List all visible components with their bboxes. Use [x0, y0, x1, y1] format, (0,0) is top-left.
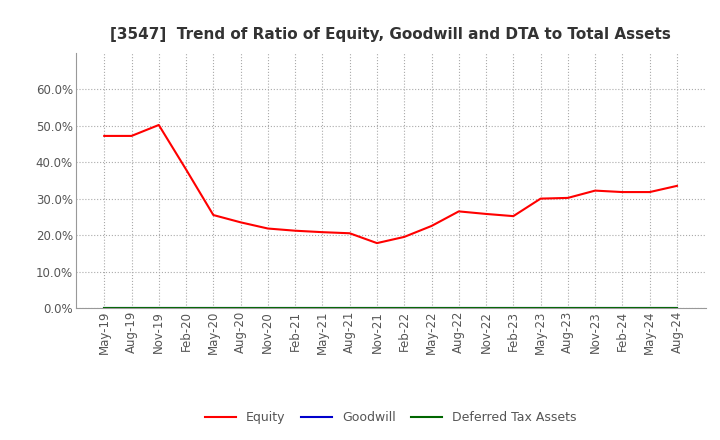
Equity	[454, 209, 463, 214]
Goodwill	[536, 305, 545, 311]
Goodwill	[482, 305, 490, 311]
Equity	[236, 220, 245, 225]
Deferred Tax Assets	[236, 305, 245, 311]
Equity	[155, 122, 163, 128]
Equity	[264, 226, 272, 231]
Equity	[127, 133, 136, 139]
Deferred Tax Assets	[127, 305, 136, 311]
Equity	[645, 190, 654, 195]
Deferred Tax Assets	[564, 305, 572, 311]
Goodwill	[564, 305, 572, 311]
Deferred Tax Assets	[672, 305, 681, 311]
Deferred Tax Assets	[591, 305, 600, 311]
Goodwill	[591, 305, 600, 311]
Goodwill	[236, 305, 245, 311]
Equity	[318, 230, 327, 235]
Deferred Tax Assets	[155, 305, 163, 311]
Deferred Tax Assets	[181, 305, 190, 311]
Deferred Tax Assets	[346, 305, 354, 311]
Goodwill	[181, 305, 190, 311]
Goodwill	[209, 305, 217, 311]
Deferred Tax Assets	[209, 305, 217, 311]
Goodwill	[400, 305, 408, 311]
Deferred Tax Assets	[482, 305, 490, 311]
Equity	[291, 228, 300, 233]
Equity	[672, 183, 681, 188]
Equity	[618, 190, 626, 195]
Deferred Tax Assets	[373, 305, 382, 311]
Equity	[564, 195, 572, 201]
Equity	[591, 188, 600, 193]
Deferred Tax Assets	[645, 305, 654, 311]
Equity	[509, 213, 518, 219]
Deferred Tax Assets	[400, 305, 408, 311]
Deferred Tax Assets	[618, 305, 626, 311]
Deferred Tax Assets	[536, 305, 545, 311]
Goodwill	[618, 305, 626, 311]
Deferred Tax Assets	[264, 305, 272, 311]
Equity	[181, 167, 190, 172]
Equity	[373, 241, 382, 246]
Goodwill	[291, 305, 300, 311]
Goodwill	[346, 305, 354, 311]
Deferred Tax Assets	[318, 305, 327, 311]
Equity	[346, 231, 354, 236]
Title: [3547]  Trend of Ratio of Equity, Goodwill and DTA to Total Assets: [3547] Trend of Ratio of Equity, Goodwil…	[110, 27, 671, 42]
Equity	[100, 133, 109, 139]
Goodwill	[672, 305, 681, 311]
Goodwill	[155, 305, 163, 311]
Equity	[482, 211, 490, 216]
Goodwill	[373, 305, 382, 311]
Goodwill	[318, 305, 327, 311]
Goodwill	[127, 305, 136, 311]
Goodwill	[509, 305, 518, 311]
Line: Equity: Equity	[104, 125, 677, 243]
Equity	[400, 234, 408, 239]
Deferred Tax Assets	[509, 305, 518, 311]
Equity	[536, 196, 545, 201]
Deferred Tax Assets	[291, 305, 300, 311]
Goodwill	[264, 305, 272, 311]
Deferred Tax Assets	[427, 305, 436, 311]
Deferred Tax Assets	[454, 305, 463, 311]
Goodwill	[645, 305, 654, 311]
Goodwill	[427, 305, 436, 311]
Goodwill	[100, 305, 109, 311]
Legend: Equity, Goodwill, Deferred Tax Assets: Equity, Goodwill, Deferred Tax Assets	[200, 407, 581, 429]
Equity	[209, 213, 217, 218]
Deferred Tax Assets	[100, 305, 109, 311]
Goodwill	[454, 305, 463, 311]
Equity	[427, 224, 436, 229]
